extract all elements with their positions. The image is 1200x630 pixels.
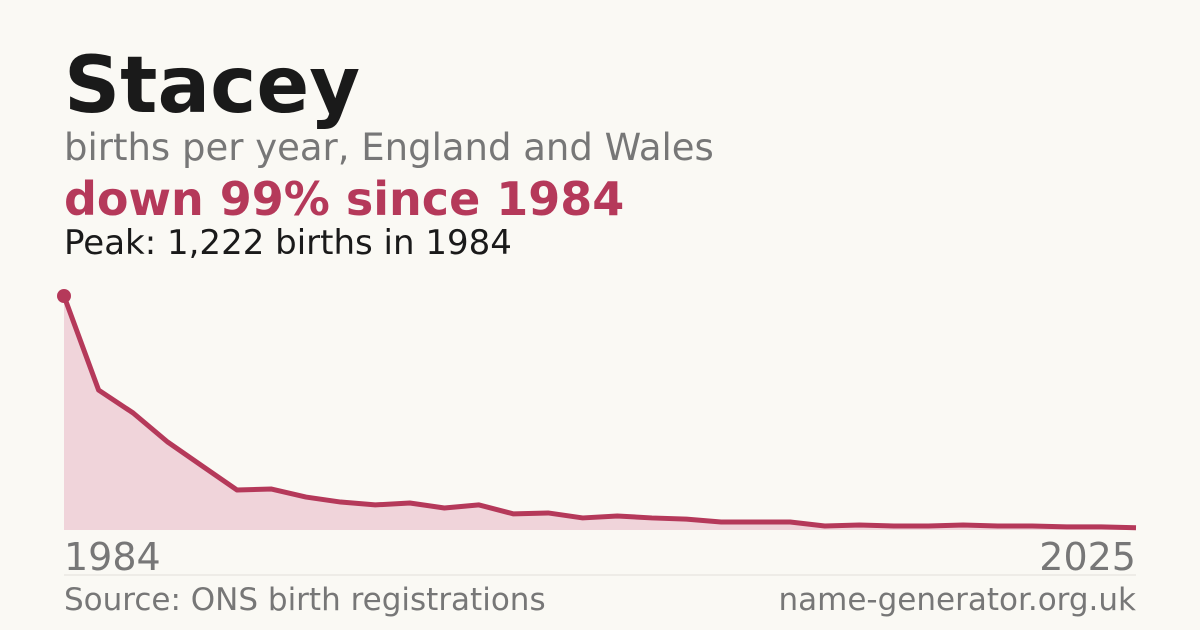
peak-marker	[57, 289, 71, 303]
chart-title: Stacey	[64, 41, 360, 131]
source: Source: ONS birth registrations	[64, 582, 546, 618]
line	[61, 295, 1137, 531]
site: name-generator.org.uk	[779, 582, 1137, 618]
x-tick-label: 2025	[1039, 535, 1136, 579]
annotation: down 99% since 1984	[64, 172, 624, 226]
area	[64, 296, 1136, 530]
x-tick-label: 1984	[64, 535, 161, 579]
subtitle: births per year, England and Wales	[64, 126, 714, 169]
peak-note: Peak: 1,222 births in 1984	[64, 223, 512, 263]
